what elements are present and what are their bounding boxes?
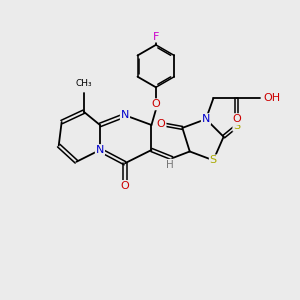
Text: N: N: [121, 110, 129, 120]
Text: H: H: [166, 160, 174, 170]
Text: S: S: [233, 121, 240, 131]
Text: O: O: [157, 119, 166, 129]
Text: O: O: [121, 181, 129, 191]
Text: OH: OH: [263, 94, 280, 103]
Text: O: O: [232, 114, 241, 124]
Text: CH₃: CH₃: [75, 79, 92, 88]
Text: N: N: [202, 114, 210, 124]
Text: S: S: [210, 155, 217, 165]
Text: O: O: [152, 99, 160, 110]
Text: N: N: [96, 145, 104, 155]
Text: F: F: [153, 32, 159, 42]
